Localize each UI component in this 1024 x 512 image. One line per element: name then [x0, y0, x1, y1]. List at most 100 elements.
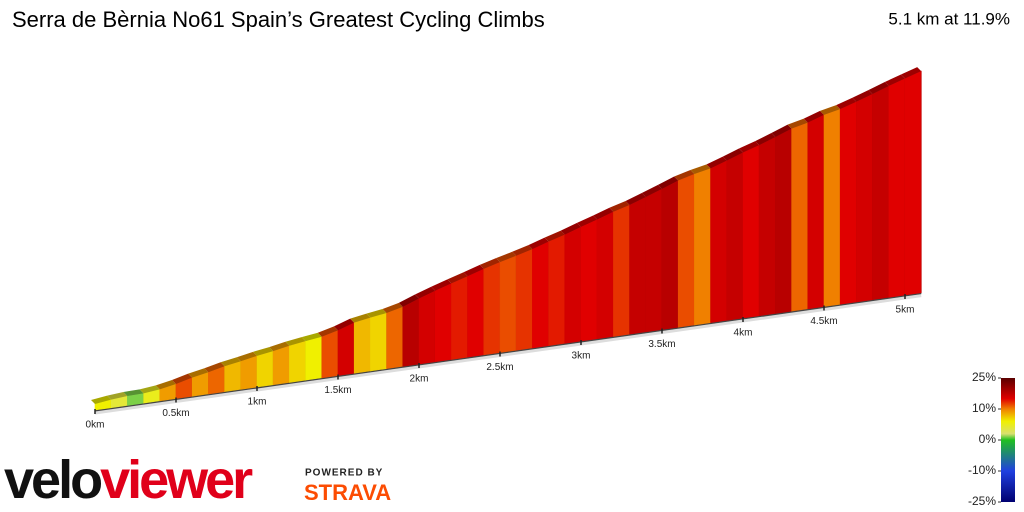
segment-top: [609, 201, 630, 212]
segment: [305, 336, 323, 381]
segment-top: [625, 192, 646, 206]
segment-top: [868, 81, 889, 95]
segment: [370, 312, 387, 372]
segment-top: [269, 341, 290, 352]
segment-top: [641, 184, 662, 197]
segment: [807, 114, 825, 310]
segment-top: [755, 133, 776, 146]
segment-top: [690, 164, 711, 175]
x-tick-label: 5km: [896, 305, 915, 316]
x-tick-label: 0km: [86, 420, 105, 431]
segment-top: [204, 362, 225, 373]
segment-top: [496, 251, 517, 263]
logo: veloviewer: [4, 450, 253, 510]
segment: [240, 355, 258, 390]
segment-top: [593, 207, 614, 220]
segment-top: [334, 318, 355, 331]
segment: [596, 211, 614, 340]
segment: [661, 179, 679, 330]
logo-right: viewer: [100, 450, 253, 510]
segment: [904, 70, 922, 296]
chart-subtitle: 5.1 km at 11.9%: [888, 9, 1010, 28]
segment-top: [415, 286, 436, 299]
segment: [694, 167, 711, 326]
segment-top: [658, 176, 679, 189]
segment: [321, 329, 339, 379]
segment-top: [479, 258, 500, 269]
segment: [548, 234, 566, 346]
segment: [710, 160, 728, 323]
segment: [775, 128, 792, 314]
segment: [451, 275, 468, 360]
segment: [499, 255, 517, 353]
segment: [515, 248, 533, 351]
segment-top: [803, 110, 824, 123]
x-tick-label: 3.5km: [648, 339, 675, 350]
segment-top: [398, 294, 419, 307]
segment-top: [739, 141, 760, 153]
segment-top: [771, 124, 792, 138]
segment: [224, 360, 242, 392]
logo-left: velo: [4, 450, 101, 510]
segment: [580, 219, 598, 342]
segment: [467, 268, 485, 358]
colorbar-label: 10%: [972, 401, 996, 415]
segment-top: [91, 395, 112, 404]
segment-top: [317, 326, 338, 337]
segment-top: [123, 389, 144, 396]
segment: [856, 93, 873, 303]
segment-top: [431, 279, 452, 291]
segment: [629, 196, 647, 335]
segment: [872, 85, 890, 300]
segment: [272, 345, 290, 386]
segment-top: [852, 90, 873, 102]
segment-top: [301, 332, 322, 342]
segment-top: [820, 105, 841, 115]
segment-top: [463, 264, 484, 277]
segment-top: [253, 347, 274, 356]
segment: [823, 108, 841, 307]
segment-top: [560, 222, 581, 235]
segment: [839, 101, 857, 305]
segment-top: [220, 357, 241, 367]
segment: [418, 290, 436, 365]
segment-top: [577, 215, 598, 227]
segment: [483, 261, 501, 356]
powered-by: POWERED BY: [305, 468, 383, 479]
x-tick-label: 1km: [248, 397, 267, 408]
segment: [532, 241, 549, 349]
segment-top: [155, 380, 176, 390]
segment: [758, 136, 776, 317]
x-tick-label: 2.5km: [486, 362, 513, 373]
colorbar: [1001, 378, 1015, 502]
strava-logo: STRAVA: [304, 480, 391, 505]
segment: [645, 188, 663, 333]
segment: [613, 204, 630, 337]
chart-title: Serra de Bèrnia No61 Spain’s Greatest Cy…: [12, 7, 545, 32]
segment-top: [787, 118, 808, 129]
segment: [402, 298, 420, 367]
segment-top: [172, 373, 193, 384]
segment: [564, 226, 582, 344]
segment-top: [382, 302, 403, 313]
segment-top: [447, 272, 468, 284]
segment: [742, 144, 760, 319]
road-edge: [94, 294, 922, 415]
colorbar-label: -25%: [968, 494, 996, 508]
segment: [434, 282, 452, 363]
segment-top: [350, 313, 371, 323]
segment-top: [901, 67, 922, 79]
segment-top: [236, 351, 257, 362]
segment-top: [139, 385, 160, 394]
segment-top: [285, 337, 306, 346]
segment: [386, 306, 404, 369]
x-tick-label: 1.5km: [324, 385, 351, 396]
segment-top: [528, 237, 549, 250]
colorbar-label: 25%: [972, 370, 996, 384]
segment: [353, 317, 371, 374]
segment-top: [706, 156, 727, 169]
segment: [337, 322, 355, 376]
segment: [791, 122, 809, 312]
x-tick-label: 0.5km: [162, 408, 189, 419]
segment-top: [366, 308, 387, 318]
